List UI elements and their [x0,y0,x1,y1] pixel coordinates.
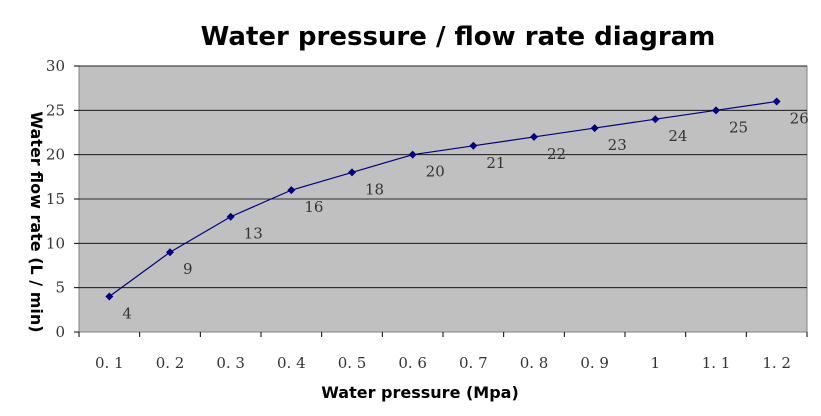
x-axis-ticks: 0. 1 0. 2 0. 3 0. 4 0. 5 0. 6 0. 7 0. 8 0. 9 1 1. … [78,332,808,372]
x-tick-label: 1. 2 [762,354,791,372]
data-label: 23 [608,136,627,154]
data-point-marker [408,150,417,159]
data-point-marker [105,292,114,301]
x-tick-label: 0. 4 [277,354,306,372]
gridlines [79,65,807,289]
x-tick-label: 0. 1 [95,354,124,372]
data-point-marker [712,106,720,115]
x-tick-label: 1. 1 [702,354,731,372]
data-point-marker [651,115,660,124]
y-axis-title: Water flow rate (L / min) [27,111,46,332]
data-label: 16 [304,198,323,216]
x-tick-label: 0. 7 [459,354,488,372]
data-point-marker [590,124,599,133]
x-tick-label: 0. 3 [216,354,245,372]
data-labels: 4 9 13 16 18 20 21 22 23 24 25 26 [122,109,808,322]
data-label: 24 [668,127,687,145]
y-tick-label: 20 [46,146,65,164]
data-point-marker [348,168,356,177]
data-label: 20 [426,163,445,181]
data-point-marker [166,248,174,257]
data-label: 26 [790,109,809,127]
data-label: 18 [365,180,384,198]
data-point-marker [530,132,538,141]
chart-title: Water pressure / flow rate diagram [201,22,716,52]
data-label: 13 [244,225,263,243]
x-tick-label: 1 [651,354,661,372]
x-tick-label: 0. 5 [338,354,367,372]
data-point-marker [287,186,296,195]
x-tick-label: 0. 8 [520,354,549,372]
x-tick-label: 0. 6 [398,354,427,372]
data-point-marker [772,97,781,106]
y-tick-label: 25 [46,101,65,119]
y-tick-label: 10 [46,234,65,252]
x-tick-label: 0. 9 [580,354,609,372]
y-tick-label: 0 [55,323,65,341]
y-tick-label: 5 [55,279,65,297]
y-tick-label: 15 [46,190,65,208]
x-axis-title: Water pressure (Mpa) [321,383,519,402]
y-tick-label: 30 [46,57,65,75]
data-label: 9 [183,260,193,278]
series-line [108,100,777,298]
data-label: 21 [486,154,505,172]
series-markers [105,97,781,301]
data-point-marker [469,141,478,150]
data-label: 22 [547,145,566,163]
y-axis-ticks: 0 5 10 15 20 25 30 [46,57,79,341]
data-label: 4 [122,305,132,323]
data-point-marker [226,212,235,221]
x-tick-label: 0. 2 [156,354,185,372]
data-label: 25 [729,118,748,136]
